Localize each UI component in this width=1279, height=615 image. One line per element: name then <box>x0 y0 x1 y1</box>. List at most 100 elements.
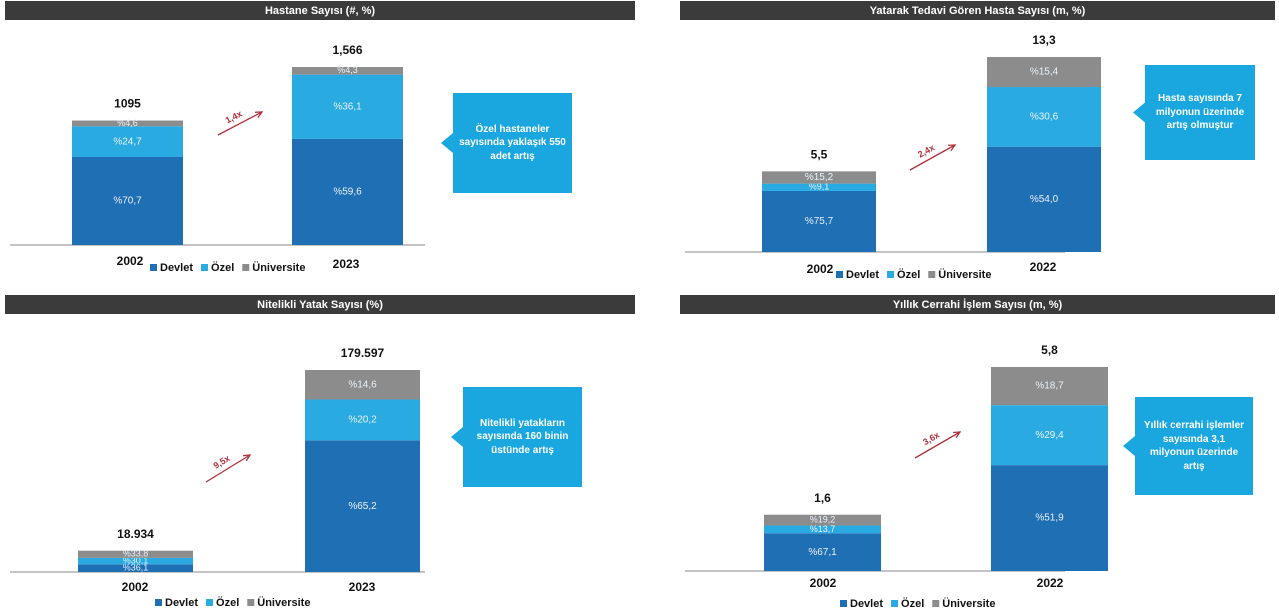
bar-segment <box>78 550 193 558</box>
bar-segment <box>762 190 876 252</box>
callout-wrap: Hasta sayısında 7 milyonun üzerinde artı… <box>1156 93 1244 131</box>
legend-label: Özel <box>216 596 239 609</box>
segment-label: %4,3 <box>337 65 358 75</box>
chart-title: Yıllık Cerrahi İşlem Sayısı (m, %) <box>893 298 1063 311</box>
legend-label: Üniversite <box>938 268 991 281</box>
bar-segment <box>72 157 183 245</box>
bar-segment <box>987 146 1101 252</box>
segment-label: %75,7 <box>805 216 834 227</box>
segment-label: %54,0 <box>1030 194 1059 205</box>
segment-label: %18,7 <box>1035 381 1064 392</box>
legend-label: Devlet <box>846 269 879 281</box>
bar-segment <box>762 171 876 184</box>
legend-swatch <box>836 271 843 278</box>
growth-arrow <box>914 431 961 459</box>
total-label: 1095 <box>114 97 141 111</box>
bar-segment <box>991 405 1108 466</box>
bar-segment <box>72 120 183 127</box>
legend-label: Devlet <box>160 262 193 274</box>
legend-label: Özel <box>211 261 234 274</box>
total-label: 179.597 <box>341 346 385 360</box>
bar-segment <box>764 525 881 534</box>
total-label: 18.934 <box>117 527 154 541</box>
bar-segment <box>764 514 881 526</box>
callout-box <box>1133 65 1255 160</box>
bar-segment <box>764 533 881 571</box>
total-label: 1,566 <box>332 43 362 57</box>
segment-label: %30,6 <box>1030 112 1059 123</box>
x-tick-label: 2023 <box>333 257 360 271</box>
segment-label: %36,1 <box>333 101 362 112</box>
segment-label: %15,4 <box>1030 67 1059 78</box>
legend-label: Üniversite <box>252 261 305 274</box>
growth-arrowhead <box>947 144 957 152</box>
growth-arrow <box>217 111 263 136</box>
segment-label: %29,4 <box>1035 430 1064 441</box>
callout-text: Yıllık cerrahi işlemler sayısında 3,1 mi… <box>1143 420 1245 472</box>
segment-label: %33,8 <box>123 549 149 559</box>
bar-segment <box>305 370 420 400</box>
x-tick-label: 2023 <box>349 580 376 594</box>
segment-label: %24,7 <box>113 136 142 147</box>
chart-title: Hastane Sayısı (#, %) <box>265 5 375 17</box>
x-tick-label: 2022 <box>1030 260 1057 274</box>
title-bar <box>680 1 1275 20</box>
segment-label: %13,7 <box>810 524 836 534</box>
bar-segment <box>991 367 1108 406</box>
segment-label: %19,2 <box>810 515 836 525</box>
legend-label: Devlet <box>165 597 198 609</box>
legend-swatch <box>928 271 936 278</box>
total-label: 5,5 <box>811 148 828 162</box>
bar-segment <box>305 440 420 572</box>
callout-box <box>1123 397 1253 495</box>
legend-label: Üniversite <box>942 597 995 610</box>
x-tick-label: 2002 <box>810 576 837 590</box>
growth-arrow <box>205 454 251 483</box>
bar-segment <box>991 465 1108 571</box>
legend-swatch <box>247 599 255 606</box>
segment-label: %14,6 <box>348 379 377 390</box>
legend-swatch <box>150 264 157 271</box>
legend-swatch <box>242 264 250 271</box>
legend-swatch <box>891 600 899 607</box>
bar-segment <box>292 138 403 245</box>
total-label: 5,8 <box>1041 343 1058 357</box>
segment-label: %36,1 <box>123 563 149 573</box>
segment-label: %20,2 <box>348 415 377 426</box>
legend-swatch <box>201 264 209 271</box>
bar-segment <box>292 74 403 139</box>
segment-label: %59,6 <box>333 187 362 198</box>
chart-title: Yatarak Tedavi Gören Hasta Sayısı (m, %) <box>870 5 1086 17</box>
growth-arrowhead <box>952 431 962 439</box>
segment-label: %4,6 <box>117 118 138 128</box>
callout-wrap: Yıllık cerrahi işlemler sayısında 3,1 mi… <box>1143 420 1245 472</box>
x-tick-label: 2022 <box>1037 576 1064 590</box>
total-label: 1,6 <box>814 491 831 505</box>
legend-label: Devlet <box>850 598 883 610</box>
bar-segment <box>987 87 1101 147</box>
title-bar <box>5 295 635 314</box>
title-bar <box>5 1 635 20</box>
bar-segment <box>987 57 1101 88</box>
x-tick-label: 2002 <box>807 262 834 276</box>
chart-title: Nitelikli Yatak Sayısı (%) <box>257 299 383 311</box>
segment-label: %67,1 <box>808 547 837 558</box>
legend-label: Özel <box>897 268 920 281</box>
legend-swatch <box>206 599 214 606</box>
segment-label: %15,2 <box>805 172 834 183</box>
growth-arrowhead <box>254 111 264 119</box>
legend-label: Özel <box>901 597 924 610</box>
legend-swatch <box>887 271 895 278</box>
segment-label: %51,9 <box>1035 513 1064 524</box>
segment-label: %65,2 <box>348 501 377 512</box>
callout-text: Nitelikli yatakların sayısında 160 binin… <box>476 417 569 456</box>
legend-swatch <box>840 600 847 607</box>
bar-segment <box>72 126 183 158</box>
bar-segment <box>762 183 876 191</box>
callout-text: Özel hastaneler sayısında yaklaşık 550 a… <box>459 123 566 162</box>
callout-wrap: Nitelikli yatakların sayısında 160 binin… <box>476 417 569 456</box>
segment-label: %9,1 <box>809 182 830 192</box>
total-label: 13,3 <box>1032 33 1056 47</box>
